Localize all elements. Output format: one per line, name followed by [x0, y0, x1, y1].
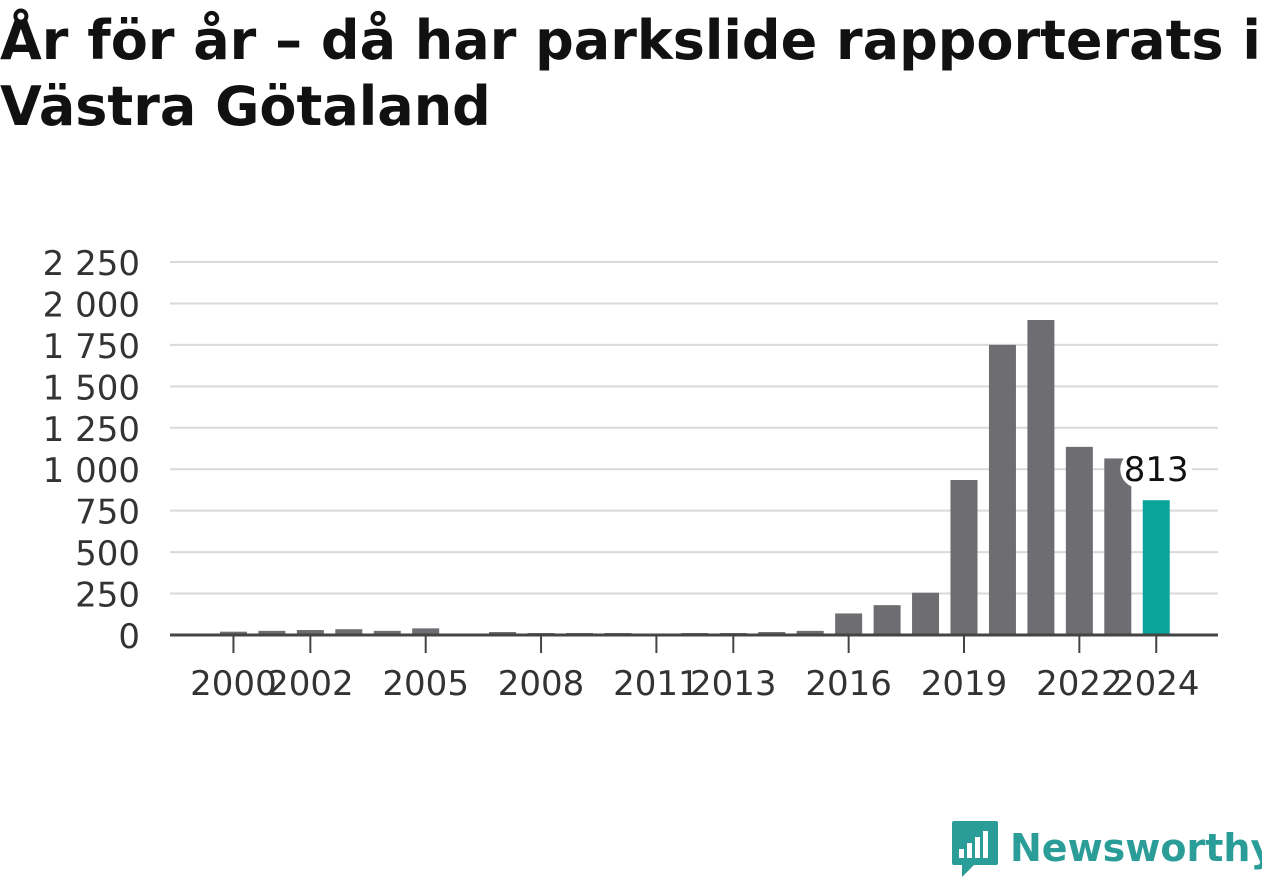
bar-2017 [874, 605, 901, 635]
brand-name: Newsworthy [1010, 826, 1262, 870]
y-tick-label: 1 750 [43, 327, 140, 367]
bar-2018 [912, 593, 939, 635]
x-tick-label: 2011 [613, 664, 700, 704]
x-tick-label: 2000 [190, 664, 277, 704]
bar-2022 [1066, 447, 1093, 635]
brand: Newsworthy [950, 815, 1262, 885]
bars [220, 320, 1170, 635]
y-tick-label: 2 000 [43, 285, 140, 325]
data-labels: 813 [1120, 450, 1192, 490]
data-label: 813 [1124, 450, 1189, 490]
y-tick-label: 0 [118, 617, 140, 657]
y-tick-label: 1 000 [43, 451, 140, 491]
y-tick-label: 1 250 [43, 410, 140, 450]
x-tick-label: 2013 [690, 664, 777, 704]
x-tick-label: 2019 [921, 664, 1008, 704]
x-tick-label: 2022 [1036, 664, 1123, 704]
x-tick-label: 2024 [1113, 664, 1200, 704]
y-tick-label: 500 [75, 534, 140, 574]
x-tick-label: 2016 [805, 664, 892, 704]
bar-2020 [989, 345, 1016, 635]
bar-2016 [835, 613, 862, 635]
bar-2024 [1143, 500, 1170, 635]
x-tick-label: 2002 [267, 664, 354, 704]
x-tick-label: 2005 [382, 664, 469, 704]
y-tick-label: 2 250 [43, 244, 140, 284]
bar-2021 [1027, 320, 1054, 635]
y-tick-label: 750 [75, 493, 140, 533]
y-tick-label: 1 500 [43, 368, 140, 408]
gridlines [170, 262, 1218, 594]
x-tick-label: 2008 [498, 664, 585, 704]
y-tick-label: 250 [75, 576, 140, 616]
bar-2019 [951, 480, 978, 635]
newsworthy-logo-icon [950, 819, 1000, 881]
